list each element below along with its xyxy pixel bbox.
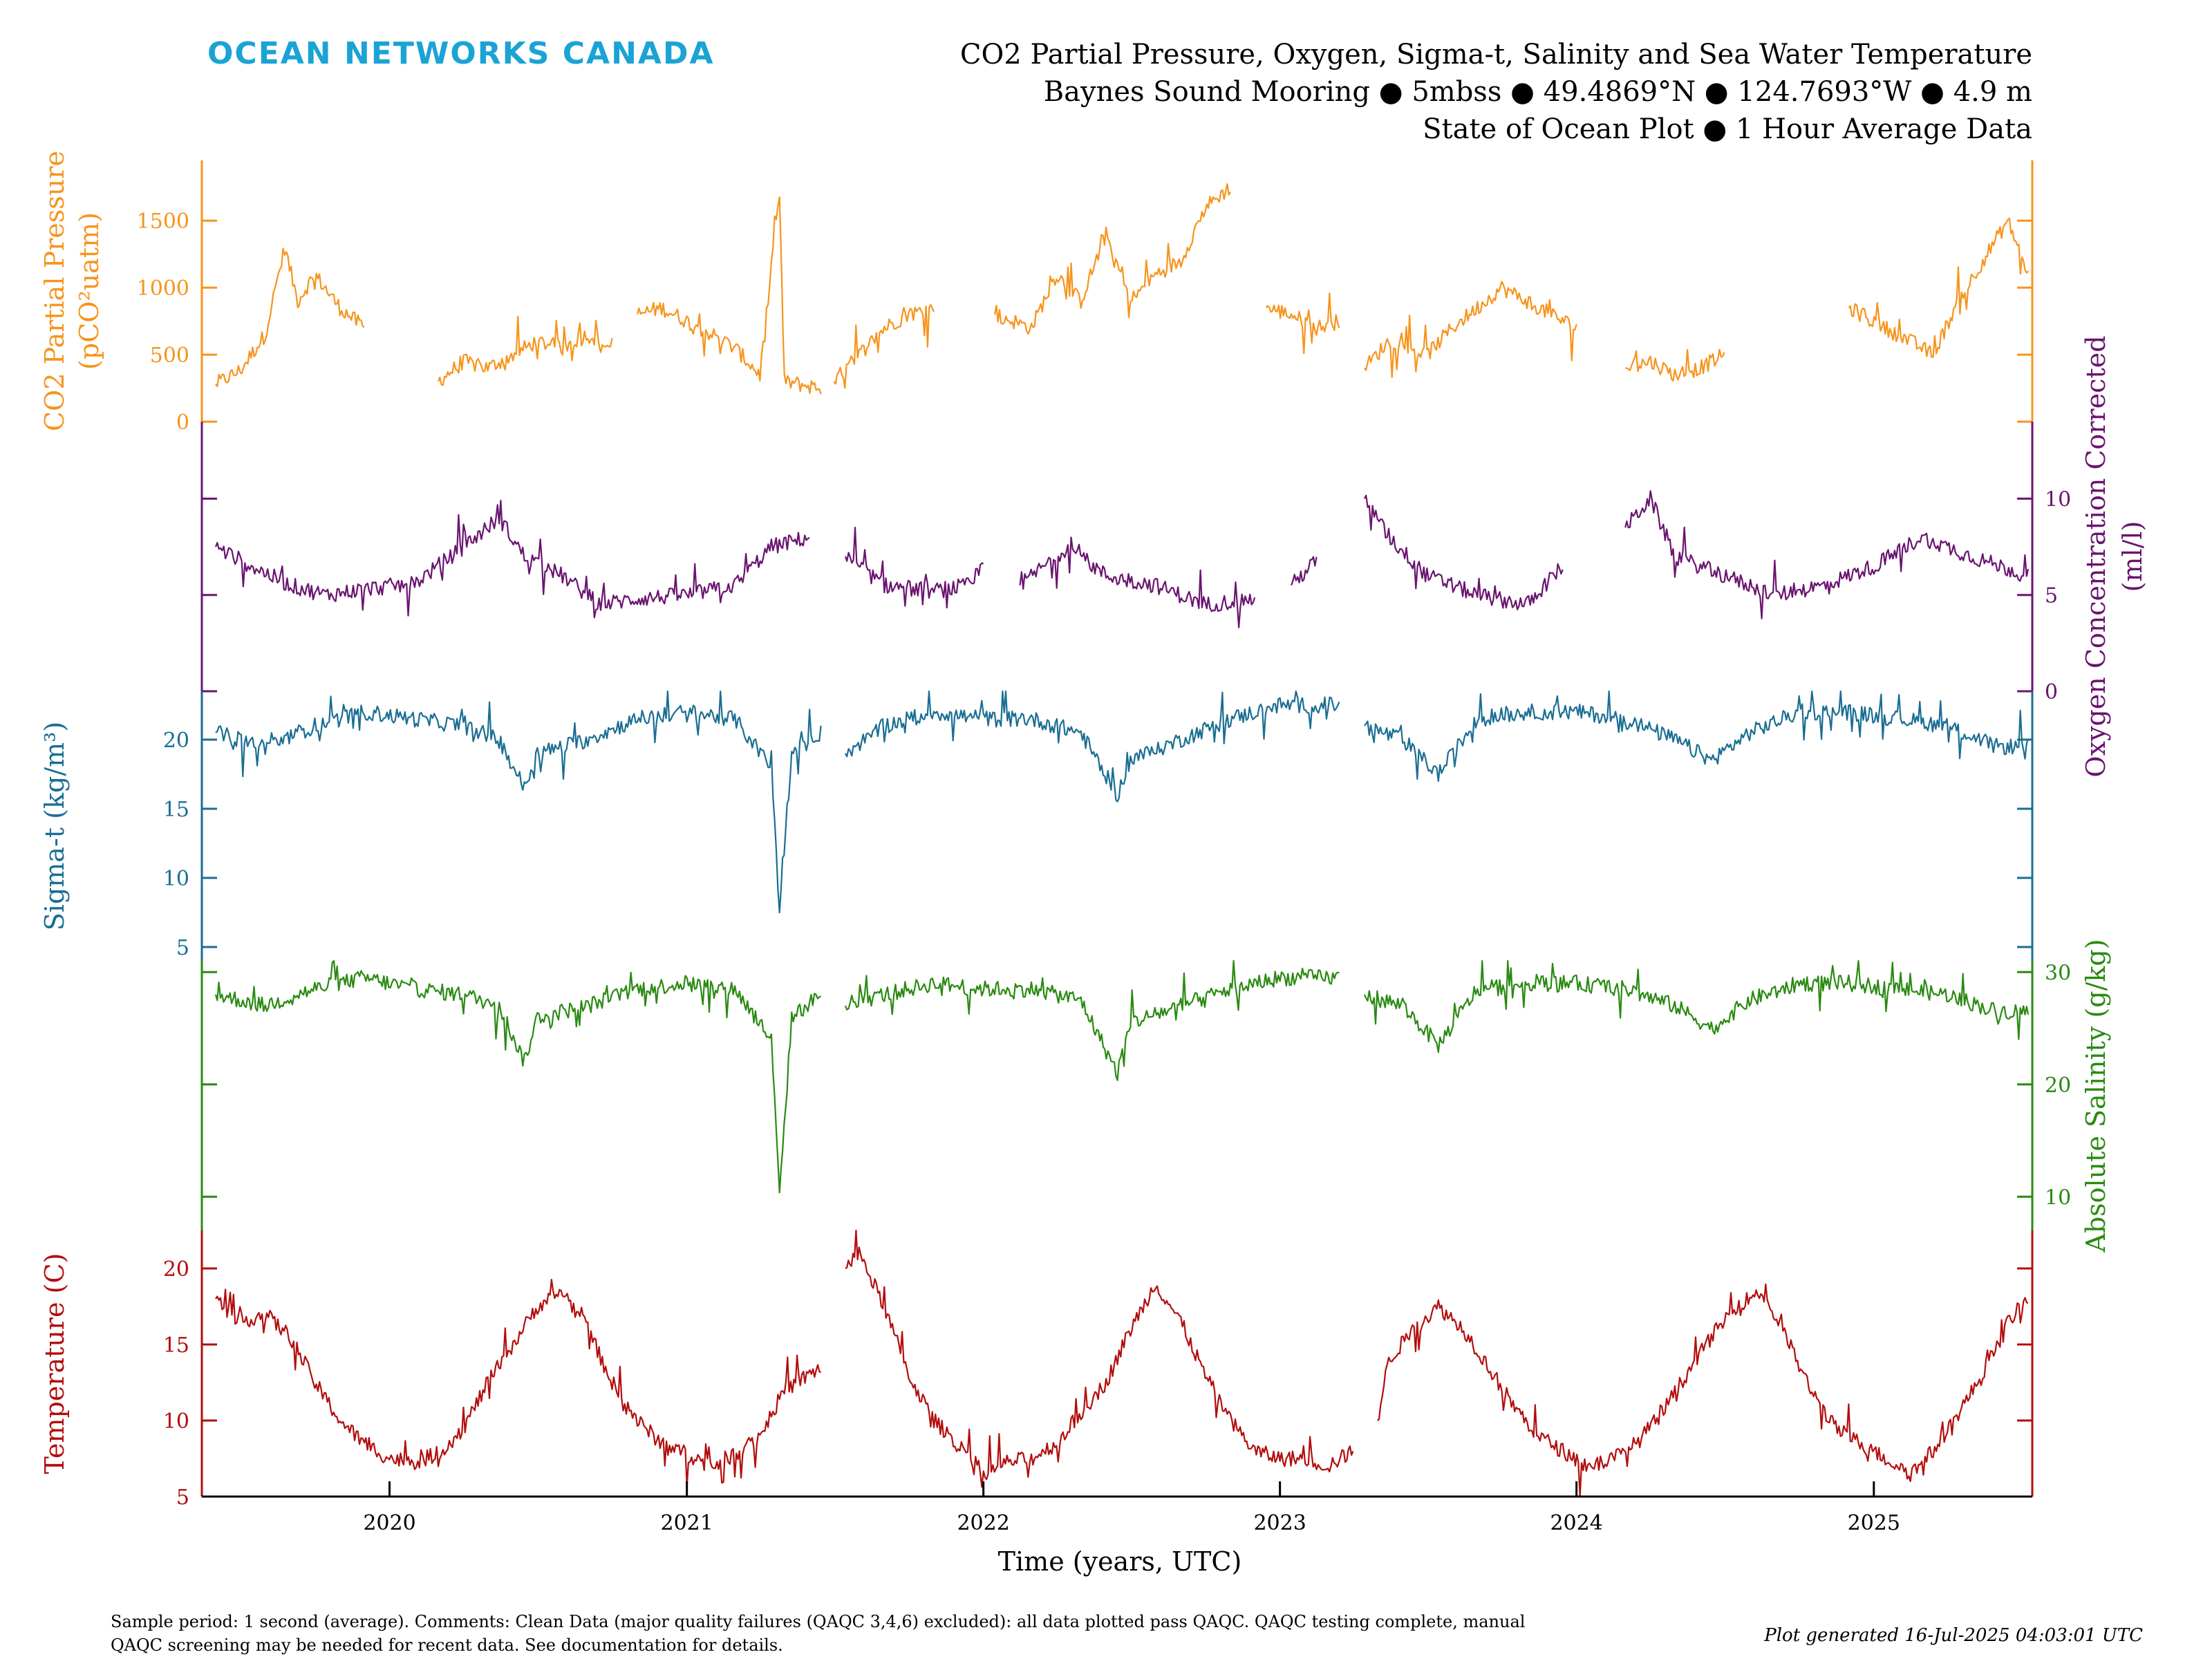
panel-oxygen-concentration-corrected: 0 5 10 Oxygen Concentration Corrected (ml/l)	[200, 335, 2148, 778]
y-tick-label: 10	[2045, 487, 2071, 512]
y-tick-label: 10	[163, 1409, 189, 1434]
panel-co2-partial-pressure: 0 500 1000 1500 CO2 Partial Pressure (pCO²uat…	[39, 151, 2034, 435]
series-line-sigma-t	[215, 690, 2030, 914]
y-axis-label-units: (ml/l)	[2117, 521, 2148, 592]
y-tick-label: 0	[2045, 680, 2058, 704]
panel-absolute-salinity: 10 20 30 Absolute Salinity (g/kg)	[200, 939, 2111, 1253]
y-tick-label: 20	[2045, 1074, 2071, 1098]
y-axis-label: Oxygen Concentration Corrected	[2081, 335, 2111, 777]
y-tick-label: 1500	[137, 209, 189, 234]
series-line-co2-partial-pressure	[215, 183, 2029, 395]
x-tick-label: 2025	[1848, 1511, 1900, 1535]
footer-note-line2: QAQC screening may be needed for recent …	[111, 1635, 783, 1655]
x-tick-label: 2022	[957, 1511, 1009, 1535]
y-tick-label: 1000	[137, 276, 189, 301]
chart-panels: 0 500 1000 1500 CO2 Partial Pressure (pCO²uat…	[39, 151, 2148, 1510]
footer-note-line1: Sample period: 1 second (average). Comme…	[111, 1612, 1525, 1631]
plot-subtitle: Baynes Sound Mooring ● 5mbss ● 49.4869°N…	[1044, 76, 2032, 108]
y-tick-label: 30	[2045, 961, 2071, 985]
y-tick-label: 15	[163, 1333, 189, 1358]
y-tick-label: 20	[163, 729, 189, 753]
generated-timestamp: Plot generated 16-Jul-2025 04:03:01 UTC	[1763, 1625, 2143, 1646]
x-axis: 2020 2021 2022 2023 2024 2025	[202, 1481, 2032, 1535]
y-axis-label: Absolute Salinity (g/kg)	[2081, 939, 2111, 1253]
series-line-oxygen-concentration-corrected	[214, 490, 2030, 628]
x-tick-label: 2023	[1253, 1511, 1306, 1535]
y-tick-label: 10	[2045, 1185, 2071, 1210]
panel-temperature: 5 10 15 20 Temperature (C)	[39, 1229, 2034, 1510]
series-line-absolute-salinity	[214, 959, 2030, 1194]
panel-sigma-t: 5 10 15 20 Sigma-t (kg/m³)	[39, 690, 2034, 961]
x-tick-label: 2024	[1550, 1511, 1602, 1535]
y-tick-label: 500	[150, 344, 189, 368]
org-logo: OCEAN NETWORKS CANADA	[207, 36, 715, 71]
y-tick-label: 10	[163, 867, 189, 891]
y-tick-label: 15	[163, 798, 189, 822]
y-axis-label-units: (pCO²uatm)	[74, 212, 104, 370]
series-line-temperature	[215, 1229, 2029, 1498]
y-tick-label: 5	[176, 1485, 189, 1510]
y-axis-label: CO2 Partial Pressure	[39, 151, 70, 431]
y-axis-label: Sigma-t (kg/m³)	[39, 722, 70, 930]
y-tick-label: 0	[176, 411, 189, 435]
x-tick-label: 2020	[363, 1511, 415, 1535]
x-axis-label: Time (years, UTC)	[998, 1546, 1242, 1577]
plot-subtitle-2: State of Ocean Plot ● 1 Hour Average Dat…	[1423, 113, 2032, 145]
y-tick-label: 5	[176, 936, 189, 960]
plot-title: CO2 Partial Pressure, Oxygen, Sigma-t, S…	[960, 39, 2032, 71]
y-axis-label: Temperature (C)	[39, 1253, 70, 1474]
y-tick-label: 5	[2045, 584, 2058, 608]
y-tick-label: 20	[163, 1257, 189, 1282]
x-tick-label: 2021	[660, 1511, 713, 1535]
